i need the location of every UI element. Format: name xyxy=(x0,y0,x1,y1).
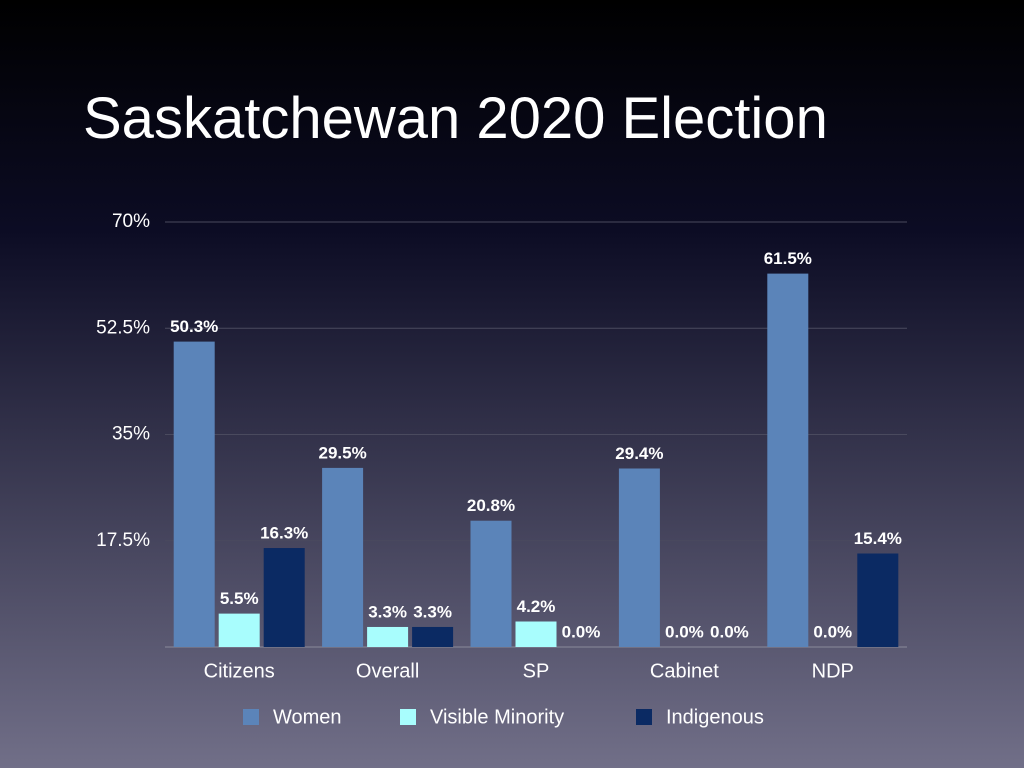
value-label: 16.3% xyxy=(260,524,308,543)
y-tick-label: 17.5% xyxy=(96,530,150,551)
bar xyxy=(618,468,660,647)
value-label: 29.5% xyxy=(318,443,366,462)
y-tick-label: 52.5% xyxy=(96,317,150,338)
x-tick-label: Overall xyxy=(356,660,419,682)
x-tick-label: Citizens xyxy=(204,660,275,682)
value-label: 29.4% xyxy=(615,444,663,463)
value-label: 0.0% xyxy=(710,622,749,641)
bar xyxy=(857,553,899,647)
legend-label: Indigenous xyxy=(666,706,764,728)
y-tick-label: 70% xyxy=(112,211,150,232)
value-label: 50.3% xyxy=(170,317,218,336)
value-label: 4.2% xyxy=(517,597,556,616)
legend-swatch xyxy=(636,709,652,725)
value-label: 61.5% xyxy=(764,249,812,268)
value-label: 5.5% xyxy=(220,589,259,608)
legend-swatch xyxy=(400,709,416,725)
bar xyxy=(173,341,215,647)
value-label: 0.0% xyxy=(562,622,601,641)
value-label: 0.0% xyxy=(665,622,704,641)
bar xyxy=(412,626,454,647)
y-tick-label: 35% xyxy=(112,424,150,445)
value-label: 15.4% xyxy=(854,529,902,548)
value-label: 20.8% xyxy=(467,496,515,515)
legend-label: Visible Minority xyxy=(430,706,564,728)
x-tick-label: SP xyxy=(523,660,550,682)
value-label: 0.0% xyxy=(813,622,852,641)
bar xyxy=(367,626,409,647)
bar xyxy=(767,273,809,647)
bar xyxy=(218,613,260,647)
chart-title: Saskatchewan 2020 Election xyxy=(83,86,828,151)
bar xyxy=(515,621,557,647)
value-label: 3.3% xyxy=(413,602,452,621)
bar xyxy=(263,548,305,647)
x-tick-label: Cabinet xyxy=(650,660,719,682)
legend-swatch xyxy=(243,709,259,725)
legend-label: Women xyxy=(273,706,342,728)
bar xyxy=(470,520,512,647)
x-tick-label: NDP xyxy=(812,660,854,682)
bar xyxy=(322,467,364,647)
value-label: 3.3% xyxy=(368,602,407,621)
